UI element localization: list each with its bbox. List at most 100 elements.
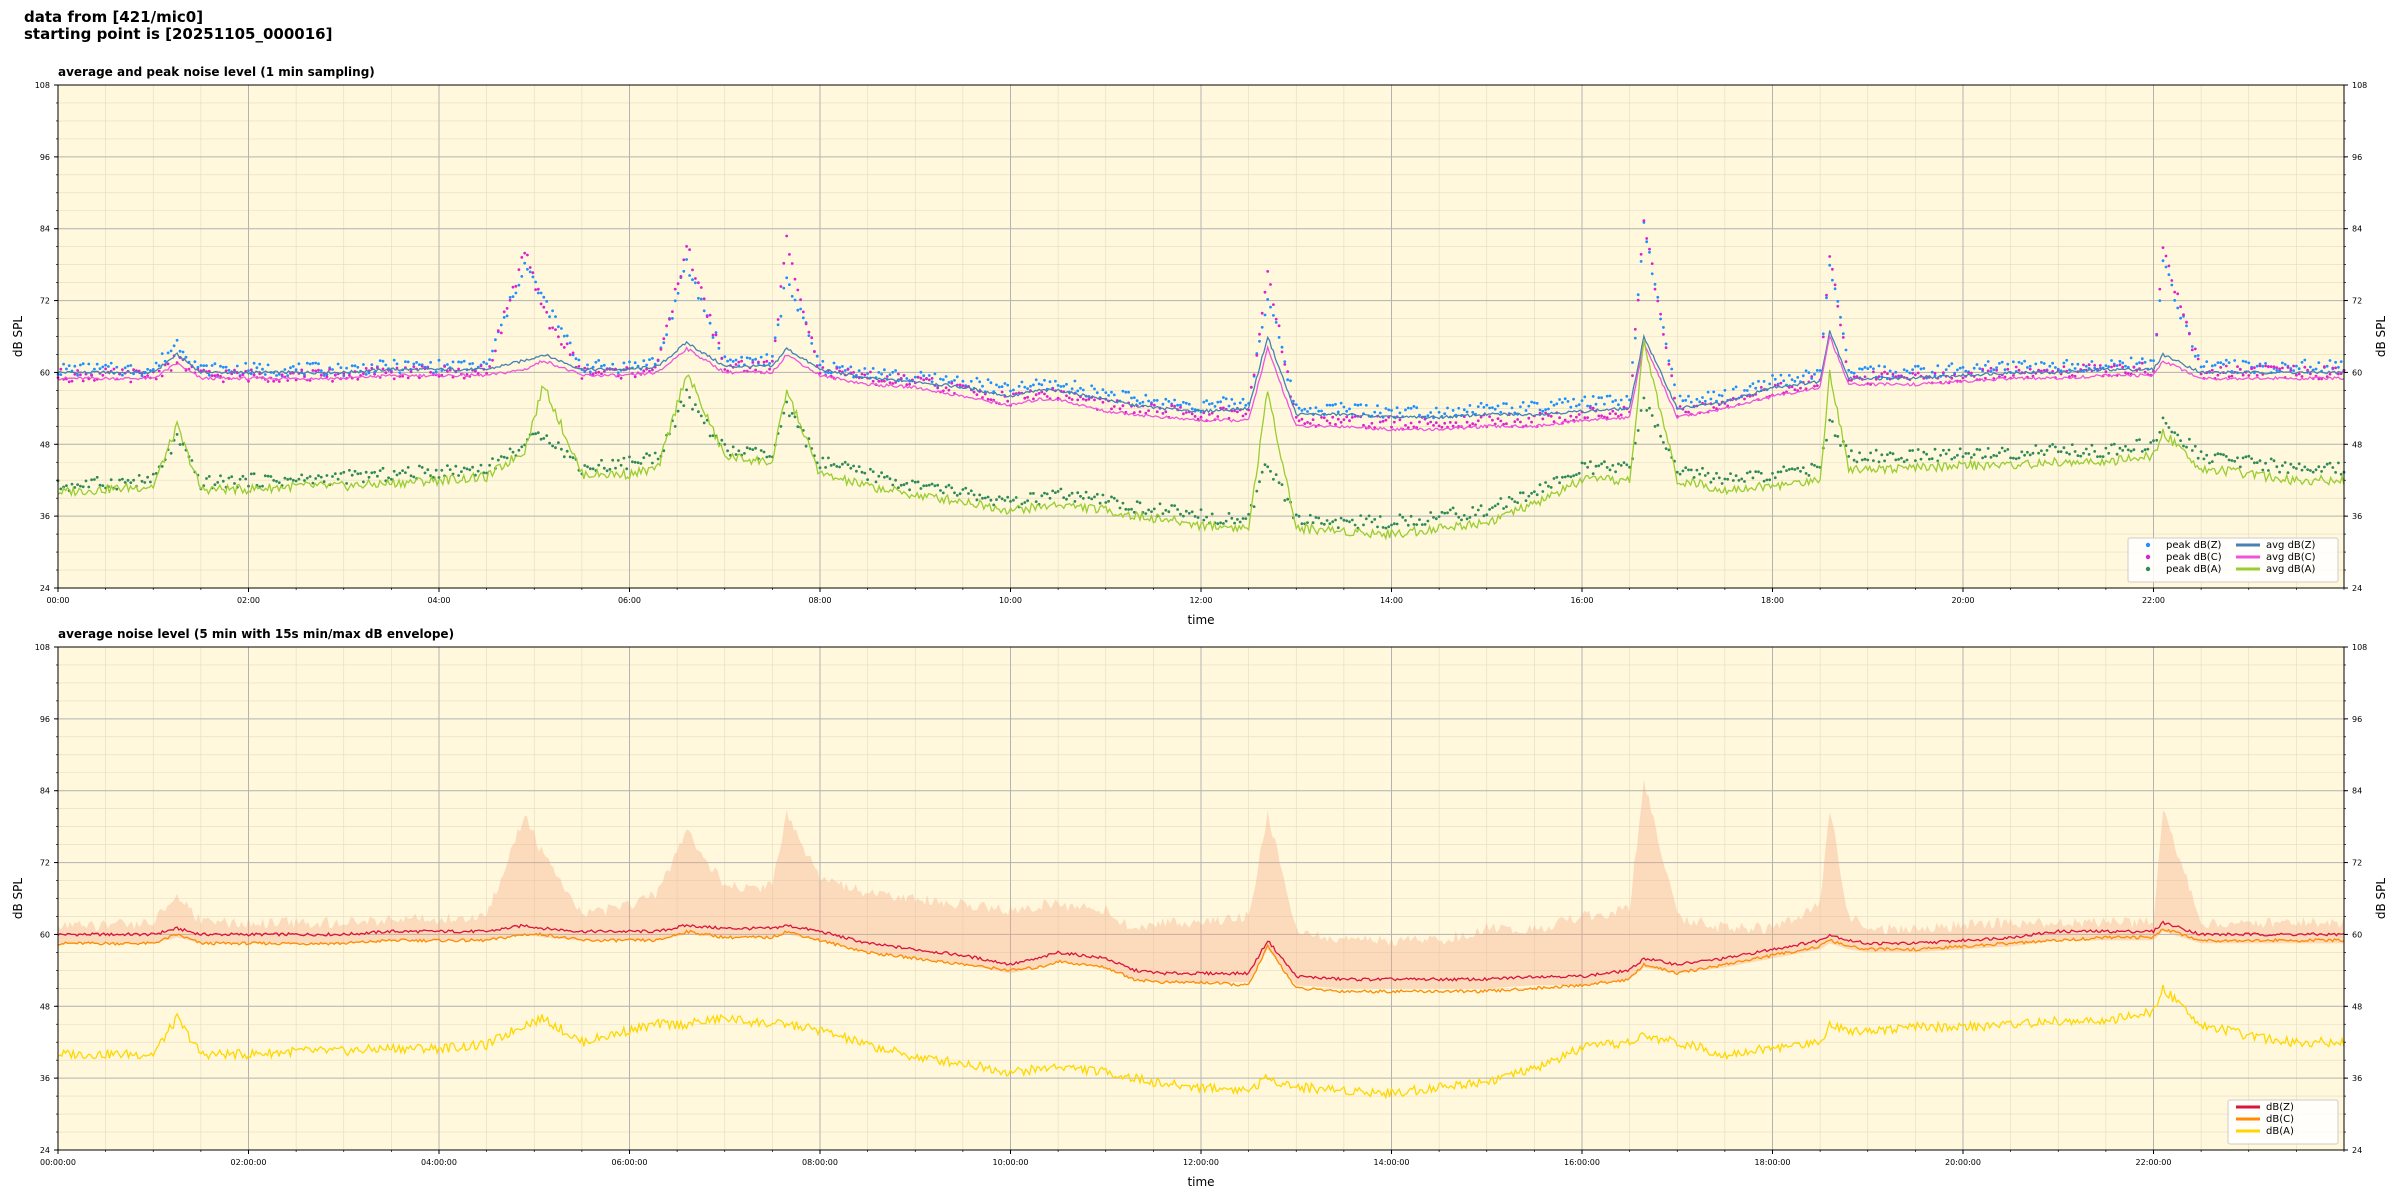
data-point: [568, 341, 572, 345]
data-point: [219, 374, 222, 378]
data-point: [1465, 410, 1469, 414]
data-point: [2216, 373, 2220, 377]
data-point: [2062, 446, 2066, 450]
data-point: [1639, 252, 1643, 256]
data-point: [1238, 520, 1242, 524]
data-point: [418, 464, 421, 468]
data-point: [2224, 455, 2228, 458]
data-point: [1147, 508, 1150, 512]
data-point: [995, 383, 998, 387]
data-point: [1465, 517, 1469, 521]
data-point: [824, 466, 827, 469]
data-point: [1164, 397, 1168, 401]
legend-label: dB(C): [2266, 1114, 2294, 1125]
data-point: [1533, 490, 1536, 493]
line-series-1: [57, 330, 2345, 420]
data-point: [1636, 293, 1640, 297]
data-point: [1986, 447, 1990, 450]
data-point: [1364, 517, 1368, 521]
data-point: [815, 364, 819, 367]
data-point: [748, 357, 752, 360]
data-point: [2000, 446, 2004, 450]
data-point: [1390, 523, 1393, 527]
data-point: [1541, 417, 1545, 421]
data-point: [1067, 494, 1071, 497]
data-point: [1897, 374, 1900, 378]
data-point: [2292, 465, 2296, 469]
data-point: [1608, 394, 1612, 398]
data-point: [319, 475, 323, 479]
data-point: [1701, 466, 1704, 470]
data-point: [1922, 367, 1926, 370]
data-point: [883, 368, 886, 372]
data-point: [992, 503, 996, 507]
data-point: [1320, 409, 1323, 413]
data-point: [2118, 359, 2122, 363]
data-point: [454, 464, 458, 468]
data-point: [679, 400, 683, 404]
data-point: [841, 365, 844, 368]
data-point: [1224, 519, 1228, 523]
legend-label: dB(A): [2266, 1126, 2294, 1137]
data-point: [1614, 470, 1617, 474]
data-point: [1541, 409, 1545, 413]
data-point: [2173, 299, 2177, 302]
data-point: [1499, 410, 1503, 414]
data-point: [390, 477, 393, 481]
data-point: [514, 291, 518, 295]
legend-label: avg dB(Z): [2266, 540, 2316, 551]
data-point: [2115, 364, 2119, 367]
data-point: [1292, 399, 1295, 403]
data-point: [633, 361, 637, 365]
data-point: [90, 478, 93, 482]
data-point: [2090, 443, 2094, 447]
x-tick-label: 00:00: [46, 596, 69, 605]
data-point: [2325, 462, 2329, 466]
data-point: [2190, 348, 2194, 352]
y-tick-label: 36: [40, 1074, 50, 1083]
data-point: [1611, 409, 1615, 413]
x-tick-label: 12:00:00: [1183, 1158, 1219, 1167]
data-point: [793, 415, 797, 419]
data-point: [813, 350, 816, 353]
data-point: [1836, 304, 1840, 308]
data-point: [1026, 387, 1029, 390]
data-point: [432, 475, 435, 479]
data-point: [1073, 500, 1077, 503]
data-point: [651, 357, 654, 360]
data-point: [902, 483, 906, 487]
data-point: [656, 457, 660, 461]
data-point: [2241, 456, 2245, 460]
data-point: [1353, 403, 1357, 406]
data-point: [1219, 400, 1222, 404]
data-point: [440, 369, 444, 372]
data-point: [1045, 395, 1049, 398]
data-point: [869, 467, 872, 471]
data-point: [608, 467, 612, 471]
x-tick-label: 16:00:00: [1564, 1158, 1600, 1167]
data-point: [1989, 366, 1993, 370]
data-point: [1589, 406, 1592, 410]
data-point: [269, 475, 273, 478]
data-point: [711, 434, 715, 437]
data-point: [1110, 407, 1113, 411]
data-point: [2222, 362, 2225, 366]
data-point: [1891, 452, 1895, 456]
data-point: [651, 368, 654, 372]
data-point: [548, 441, 551, 445]
data-point: [1762, 380, 1766, 383]
data-point: [499, 331, 503, 335]
y-tick-label-right: 108: [2352, 81, 2367, 90]
data-point: [446, 464, 449, 467]
data-point: [381, 367, 385, 371]
data-point: [1420, 523, 1424, 526]
data-point: [751, 358, 755, 362]
data-point: [2051, 443, 2055, 446]
data-point: [1740, 477, 1744, 481]
data-point: [1653, 425, 1657, 428]
data-point: [1457, 515, 1461, 519]
data-point: [73, 486, 77, 489]
data-point: [594, 360, 598, 364]
data-point: [551, 326, 554, 330]
data-point: [776, 318, 780, 321]
